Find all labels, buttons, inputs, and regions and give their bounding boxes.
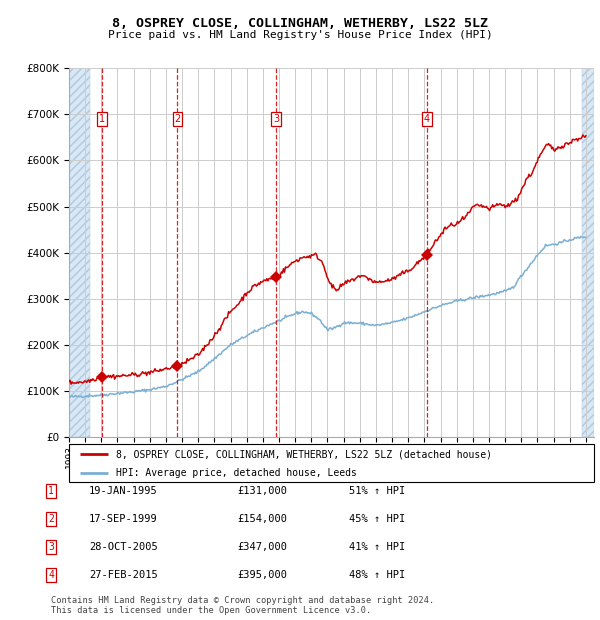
Bar: [69, 68, 90, 437]
Text: 1: 1: [48, 486, 54, 496]
Text: 51% ↑ HPI: 51% ↑ HPI: [349, 486, 406, 496]
Text: 3: 3: [273, 114, 279, 124]
Text: £131,000: £131,000: [237, 486, 287, 496]
Text: 8, OSPREY CLOSE, COLLINGHAM, WETHERBY, LS22 5LZ (detached house): 8, OSPREY CLOSE, COLLINGHAM, WETHERBY, L…: [116, 450, 492, 459]
Text: 17-SEP-1999: 17-SEP-1999: [89, 514, 158, 524]
Text: £395,000: £395,000: [237, 570, 287, 580]
Text: 1: 1: [99, 114, 105, 124]
Text: 19-JAN-1995: 19-JAN-1995: [89, 486, 158, 496]
Text: 2: 2: [174, 114, 181, 124]
Text: 28-OCT-2005: 28-OCT-2005: [89, 542, 158, 552]
Text: 45% ↑ HPI: 45% ↑ HPI: [349, 514, 406, 524]
Text: 3: 3: [48, 542, 54, 552]
Text: 4: 4: [424, 114, 430, 124]
Text: £347,000: £347,000: [237, 542, 287, 552]
Bar: [69, 68, 90, 437]
Text: 4: 4: [48, 570, 54, 580]
Text: 27-FEB-2015: 27-FEB-2015: [89, 570, 158, 580]
Bar: [582, 68, 594, 437]
Text: 8, OSPREY CLOSE, COLLINGHAM, WETHERBY, LS22 5LZ: 8, OSPREY CLOSE, COLLINGHAM, WETHERBY, L…: [112, 17, 488, 30]
Text: 48% ↑ HPI: 48% ↑ HPI: [349, 570, 406, 580]
Text: 2: 2: [48, 514, 54, 524]
Text: Contains HM Land Registry data © Crown copyright and database right 2024.
This d: Contains HM Land Registry data © Crown c…: [51, 596, 434, 615]
Text: £154,000: £154,000: [237, 514, 287, 524]
Text: 41% ↑ HPI: 41% ↑ HPI: [349, 542, 406, 552]
Text: HPI: Average price, detached house, Leeds: HPI: Average price, detached house, Leed…: [116, 467, 357, 478]
FancyBboxPatch shape: [69, 444, 594, 482]
Text: Price paid vs. HM Land Registry's House Price Index (HPI): Price paid vs. HM Land Registry's House …: [107, 30, 493, 40]
Bar: [582, 68, 594, 437]
